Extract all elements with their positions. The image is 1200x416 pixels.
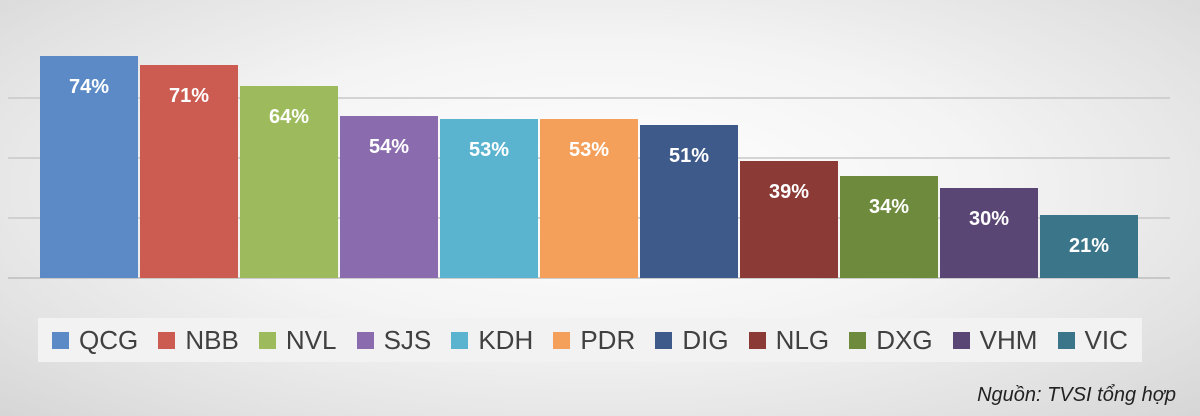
legend-item-nlg: NLG <box>748 324 830 356</box>
data-label-nlg: 39% <box>769 181 809 203</box>
bar-vic <box>1040 215 1138 278</box>
bar-nvl <box>240 86 338 278</box>
legend-swatch <box>356 331 374 349</box>
data-label-dxg: 34% <box>869 196 909 218</box>
source-note: Nguồn: TVSI tổng hợp <box>977 384 1176 406</box>
bar-pdr <box>540 119 638 278</box>
legend-item-kdh: KDH <box>451 325 533 356</box>
legend-label: QCG <box>79 324 139 355</box>
legend-swatch <box>451 331 469 349</box>
legend-item-pdr: PDR <box>553 325 635 356</box>
data-label-qcg: 74% <box>69 76 109 98</box>
legend-swatch <box>1057 331 1075 349</box>
legend-item-nbb: NBB <box>158 324 239 356</box>
bar-dxg <box>840 176 938 278</box>
legend-swatch <box>158 331 176 349</box>
legend-swatch <box>952 331 970 349</box>
legend-swatch <box>849 331 867 349</box>
data-label-kdh: 53% <box>469 139 509 161</box>
legend-label: NBB <box>185 324 239 355</box>
bar-nbb <box>140 65 238 278</box>
data-label-vic: 21% <box>1069 235 1109 257</box>
bar-nlg <box>740 161 838 278</box>
legend-label: NLG <box>775 324 830 355</box>
legend-item-dxg: DXG <box>849 324 933 356</box>
legend-label: SJS <box>383 324 432 355</box>
chart-legend: QCG NBB NVL SJS KDH PDR DIG NLG DXG VHM VIC <box>38 318 1142 362</box>
bar-sjs <box>340 116 438 278</box>
data-label-vhm: 30% <box>969 208 1009 230</box>
legend-swatch <box>748 331 766 349</box>
legend-item-sjs: SJS <box>356 324 432 356</box>
legend-item-vhm: VHM <box>952 324 1038 356</box>
legend-label: VHM <box>979 324 1038 355</box>
legend-label: NVL <box>285 324 337 355</box>
legend-swatch <box>258 331 276 349</box>
legend-item-qcg: QCG <box>52 325 138 356</box>
legend-label: DIG <box>682 324 729 355</box>
legend-label: DXG <box>876 324 933 355</box>
bar-vhm <box>940 188 1038 278</box>
data-label-pdr: 53% <box>569 139 609 161</box>
legend-item-dig: DIG <box>655 324 729 356</box>
legend-label: KDH <box>478 324 534 355</box>
bar-chart-plot: 74% 71% 64% 54% 53% 53% 51% 39% 34% 30% 21% <box>8 56 1170 279</box>
bar-kdh <box>440 119 538 278</box>
legend-swatch <box>553 331 571 349</box>
data-label-nvl: 64% <box>269 106 309 128</box>
data-label-sjs: 54% <box>369 136 409 158</box>
legend-item-vic: VIC <box>1057 324 1128 356</box>
bar-dig <box>640 125 738 278</box>
legend-label: PDR <box>580 324 636 355</box>
legend-item-nvl: NVL <box>258 324 337 356</box>
legend-swatch <box>52 331 69 349</box>
legend-swatch <box>655 331 673 349</box>
data-label-dig: 51% <box>669 145 709 167</box>
data-label-nbb: 71% <box>169 85 209 107</box>
bar-qcg <box>40 56 138 278</box>
legend-label: VIC <box>1084 324 1128 355</box>
